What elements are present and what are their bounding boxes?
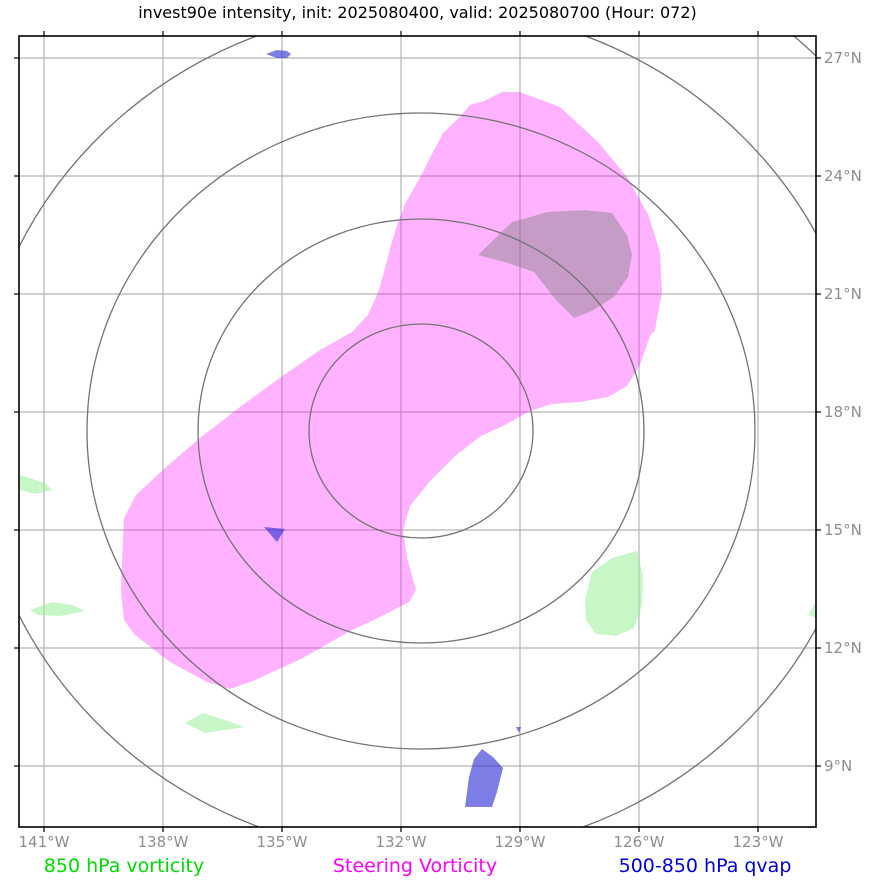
qvap-region	[264, 527, 285, 542]
850-vorticity-region	[808, 602, 816, 618]
legend-item: Steering Vorticity	[332, 855, 498, 877]
x-tick-label: 123°W	[732, 833, 784, 851]
y-tick-label: 24°N	[824, 167, 862, 185]
y-tick-label: 18°N	[824, 403, 862, 421]
y-tick-label: 15°N	[824, 521, 862, 539]
x-tick-label: 126°W	[613, 833, 665, 851]
850-vorticity-region	[20, 475, 52, 494]
qvap-region	[266, 50, 291, 58]
legend-item: 500-850 hPa qvap	[618, 855, 792, 877]
y-tick-label: 9°N	[824, 757, 853, 775]
x-tick-label: 141°W	[18, 833, 70, 851]
legend-item: 850 hPa vorticity	[43, 855, 205, 877]
range-ring	[197, 218, 645, 644]
850-vorticity-region	[30, 602, 85, 616]
y-tick-label: 12°N	[824, 639, 862, 657]
steering-vorticity-region	[121, 92, 662, 689]
850-vorticity-region	[585, 551, 643, 636]
qvap-region	[516, 727, 521, 733]
850-vorticity-region	[185, 713, 245, 733]
y-tick-label: 21°N	[824, 285, 862, 303]
y-tick-label: 27°N	[824, 49, 862, 67]
range-ring	[86, 112, 756, 750]
x-tick-label: 132°W	[375, 833, 427, 851]
range-ring	[308, 323, 534, 539]
qvap-region	[465, 749, 503, 807]
x-tick-label: 138°W	[137, 833, 189, 851]
gray-overlay-region	[478, 210, 632, 318]
x-tick-label: 129°W	[494, 833, 546, 851]
plot-title: invest90e intensity, init: 2025080400, v…	[138, 3, 697, 22]
plot-border	[18, 35, 817, 828]
x-tick-label: 135°W	[256, 833, 308, 851]
